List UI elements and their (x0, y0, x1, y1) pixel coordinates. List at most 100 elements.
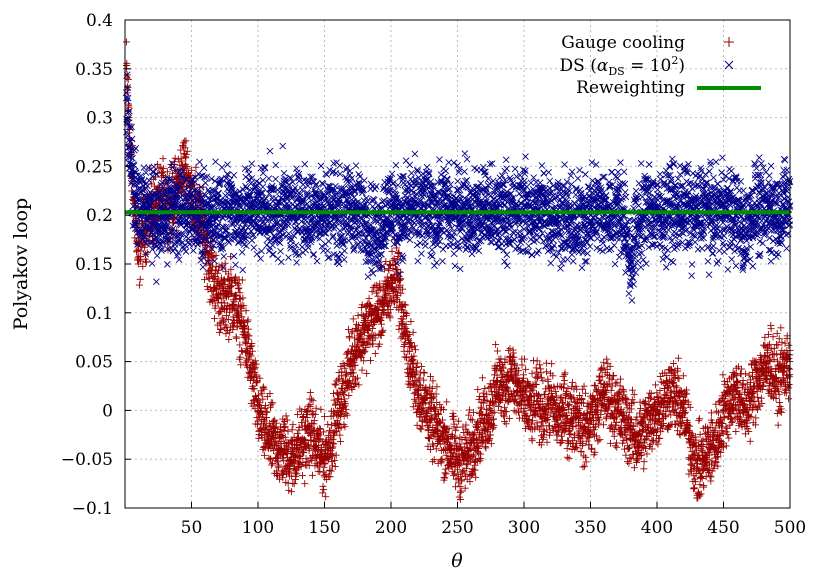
data-point (307, 389, 314, 396)
data-point (201, 165, 207, 171)
data-point (620, 391, 627, 398)
data-point (337, 438, 344, 445)
data-point (533, 364, 540, 371)
data-point (215, 310, 222, 317)
data-point (421, 369, 428, 376)
data-point (366, 295, 373, 302)
data-point (320, 464, 327, 471)
data-point (564, 454, 571, 461)
data-point (291, 480, 298, 487)
data-point (457, 489, 464, 496)
data-point (217, 308, 224, 315)
data-point (566, 455, 573, 462)
data-point (611, 433, 618, 440)
data-point (200, 264, 206, 270)
data-point (719, 371, 726, 378)
data-point (722, 423, 729, 430)
data-point (629, 387, 636, 394)
data-point (142, 259, 149, 266)
data-point (666, 408, 673, 415)
data-point (474, 386, 481, 393)
data-point (221, 253, 227, 259)
data-point (125, 76, 132, 83)
data-point (749, 390, 756, 397)
data-point (768, 345, 775, 352)
data-point (231, 253, 237, 259)
data-point (581, 463, 588, 470)
data-point (330, 390, 337, 397)
data-point (385, 267, 392, 274)
data-point (765, 386, 772, 393)
data-point (271, 417, 278, 424)
data-point (414, 422, 421, 429)
data-point (533, 381, 540, 388)
data-point (583, 458, 590, 465)
data-point (691, 485, 698, 492)
data-point (344, 412, 351, 419)
data-point (239, 277, 246, 284)
data-point (581, 383, 588, 390)
data-point (235, 285, 242, 292)
data-point (455, 418, 462, 425)
data-point (232, 262, 238, 268)
data-point (552, 388, 559, 395)
data-point (355, 381, 362, 388)
data-point (754, 394, 761, 401)
data-point (608, 387, 615, 394)
data-point (299, 472, 306, 479)
data-point (123, 38, 130, 45)
data-point (479, 374, 486, 381)
data-point (481, 385, 488, 392)
data-point (333, 452, 340, 459)
data-point (643, 450, 650, 457)
data-point (742, 370, 749, 377)
data-point (149, 260, 155, 266)
data-point (725, 435, 732, 442)
data-point (652, 381, 659, 388)
data-point (617, 376, 624, 383)
data-point (160, 155, 167, 162)
data-point (631, 391, 638, 398)
data-point (506, 415, 513, 422)
data-point (548, 360, 555, 367)
data-point (202, 180, 208, 186)
data-point (225, 162, 231, 168)
data-point (192, 164, 199, 171)
data-point (543, 368, 550, 375)
data-point (367, 357, 374, 364)
data-point (231, 172, 237, 178)
data-point (275, 463, 282, 470)
data-point (433, 383, 440, 390)
data-point (478, 405, 485, 412)
data-point (511, 407, 518, 414)
data-point (389, 248, 396, 255)
data-point (529, 437, 536, 444)
data-point (418, 426, 425, 433)
data-point (695, 417, 702, 424)
data-point (146, 177, 152, 183)
data-point (209, 176, 215, 182)
data-point (696, 415, 703, 422)
data-point (289, 426, 296, 433)
data-point (593, 432, 600, 439)
data-point (777, 324, 784, 331)
data-point (672, 421, 679, 428)
data-point (301, 480, 308, 487)
data-point (713, 408, 720, 415)
data-point (316, 468, 323, 475)
data-point (197, 159, 203, 165)
data-point (268, 462, 275, 469)
data-point (233, 335, 240, 342)
data-point (324, 421, 331, 428)
data-point (319, 483, 326, 490)
data-point (600, 421, 607, 428)
data-point (322, 493, 329, 500)
data-point (236, 341, 243, 348)
data-point (452, 427, 459, 434)
data-point (350, 315, 357, 322)
data-point (640, 465, 647, 472)
data-point (457, 483, 464, 490)
data-point (561, 377, 568, 384)
data-point (569, 379, 576, 386)
data-point (776, 399, 783, 406)
